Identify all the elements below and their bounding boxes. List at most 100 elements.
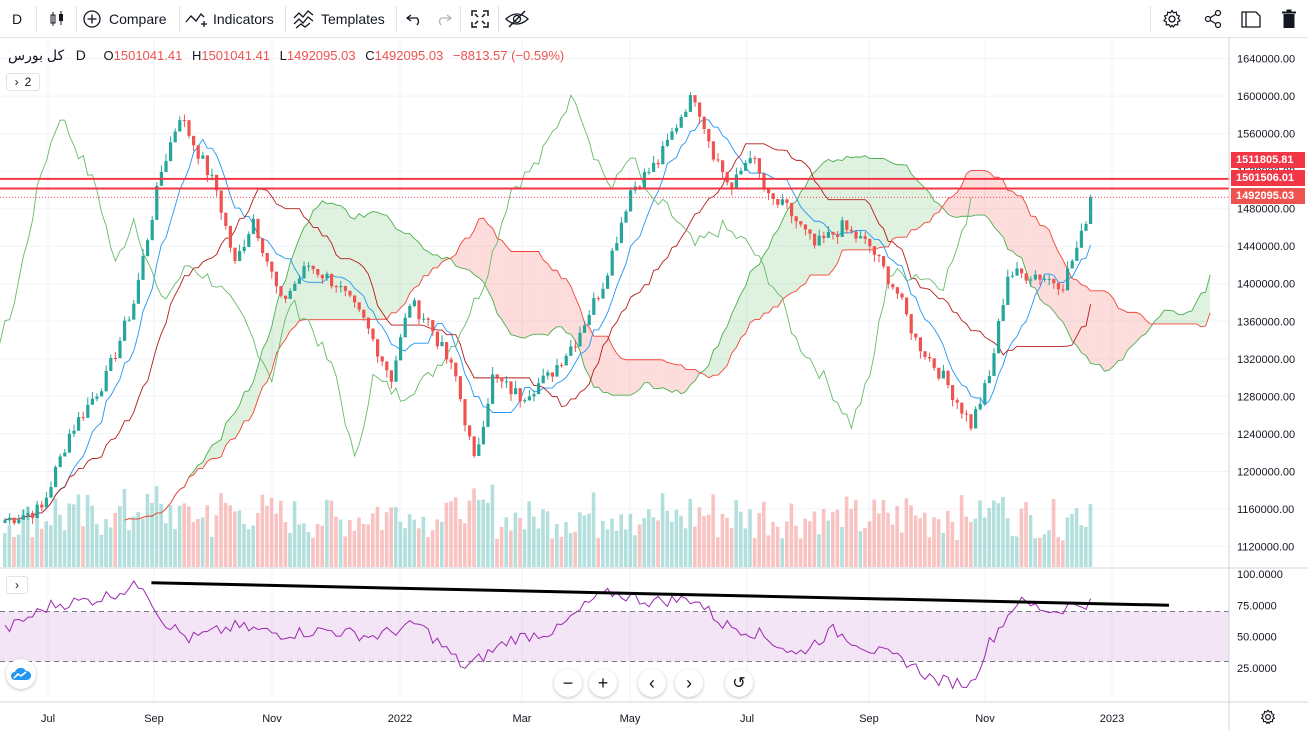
volume-bar <box>467 500 472 567</box>
volume-bar <box>946 510 950 567</box>
volume-bar <box>591 492 596 567</box>
zoom-in-button[interactable]: + <box>589 669 617 697</box>
candle-body <box>136 279 140 304</box>
candle-body <box>550 372 554 377</box>
hide-drawings-button[interactable] <box>503 0 531 37</box>
volume-bar <box>992 500 996 567</box>
cloud-segment <box>230 412 235 440</box>
share-button[interactable] <box>1199 0 1227 37</box>
cloud-segment <box>621 358 626 396</box>
candle-body <box>67 433 71 453</box>
volume-bar <box>458 519 462 567</box>
candle-body <box>81 417 85 419</box>
volume-bar <box>72 504 76 567</box>
volume-bar <box>647 509 651 567</box>
volume-bar <box>573 531 577 567</box>
reset-chart-button[interactable]: ↺ <box>725 669 753 697</box>
volume-bar <box>320 525 324 567</box>
candle-body <box>132 303 136 320</box>
indicators-button[interactable]: Indicators <box>185 0 274 37</box>
cloud-segment <box>805 176 810 284</box>
candle-body <box>12 517 16 524</box>
rsi-legend-toggle[interactable]: › <box>6 576 28 594</box>
candle-body <box>859 236 863 239</box>
delete-button[interactable] <box>1276 0 1302 37</box>
tenkan-line <box>4 119 1092 521</box>
volume-bar <box>141 518 145 567</box>
cloud-segment <box>1017 195 1022 258</box>
indicators-toggle-button[interactable]: › 2 <box>6 73 40 91</box>
snapshot-button[interactable] <box>1237 0 1265 37</box>
scroll-right-button[interactable]: › <box>675 669 703 697</box>
volume-bar <box>7 524 12 567</box>
candle-body <box>256 218 260 239</box>
ichimoku-lines <box>0 94 1211 521</box>
candle-body <box>606 275 610 289</box>
cloud-segment <box>1178 314 1183 324</box>
volume-bar <box>959 495 964 567</box>
axis-settings-button[interactable] <box>1258 708 1278 726</box>
volume-bar <box>260 494 265 567</box>
cloud-segment <box>787 204 792 296</box>
candle-body <box>739 170 743 175</box>
candle-body <box>652 162 656 172</box>
candle-body <box>537 383 541 395</box>
candle-body <box>187 120 191 136</box>
horizontal-levels[interactable] <box>0 177 1229 198</box>
time-tick-label: Sep <box>859 713 879 725</box>
candle-body <box>675 127 679 132</box>
cloud-segment <box>1090 290 1096 365</box>
volume-bar <box>426 537 430 567</box>
cloud-segment <box>1141 314 1146 337</box>
volume-bar <box>311 537 315 567</box>
cloud-segment <box>911 173 916 230</box>
candle-body <box>725 172 729 183</box>
volume-bar <box>196 519 200 567</box>
candle-body <box>486 403 490 427</box>
volume-bar <box>177 505 182 567</box>
cloud-segment <box>248 381 254 421</box>
volume-bar <box>702 515 706 567</box>
candle-body <box>274 271 278 287</box>
fullscreen-button[interactable] <box>466 0 494 37</box>
volume-bar <box>1084 527 1088 567</box>
cloud-segment <box>653 359 659 389</box>
cloud-segment <box>1040 225 1045 304</box>
volume-bar <box>513 512 518 567</box>
symbol-name: کل بورس <box>8 47 65 63</box>
cloud-segment <box>768 235 774 313</box>
cloud-segment <box>276 288 281 354</box>
candle-body <box>670 131 674 140</box>
chart-style-button[interactable] <box>40 0 74 37</box>
volume-bar <box>407 514 412 567</box>
time-tick-label: 2022 <box>388 713 412 725</box>
time-tick-label: Mar <box>513 713 532 725</box>
settings-button[interactable] <box>1158 0 1186 37</box>
interval-button[interactable]: D <box>0 0 34 37</box>
compare-button[interactable]: Compare <box>82 0 167 37</box>
tradingview-logo[interactable] <box>6 659 36 689</box>
undo-button[interactable] <box>402 0 428 37</box>
volume-bar <box>21 509 25 567</box>
templates-button[interactable]: Templates <box>293 0 385 37</box>
candle-body <box>527 396 531 401</box>
volume-bar <box>518 517 522 567</box>
volume-bar <box>435 519 439 567</box>
candle-body <box>987 376 991 384</box>
candle-body <box>449 359 453 363</box>
volume-bar <box>720 513 725 567</box>
scroll-left-button[interactable]: ‹ <box>638 669 666 697</box>
candle-body <box>790 202 794 217</box>
price-tick-label: 1320000.00 <box>1237 354 1295 366</box>
volume-bar <box>1065 517 1070 567</box>
cloud-segment <box>727 313 732 366</box>
candle-body <box>882 256 886 267</box>
volume-bar <box>803 518 807 567</box>
rsi-tick-label: 100.0000 <box>1237 569 1283 581</box>
cloud-segment <box>557 270 562 327</box>
open-value: 1501041.41 <box>113 48 183 63</box>
redo-button[interactable] <box>430 0 456 37</box>
zoom-out-button[interactable]: − <box>554 669 582 697</box>
volume-bar <box>417 528 421 567</box>
